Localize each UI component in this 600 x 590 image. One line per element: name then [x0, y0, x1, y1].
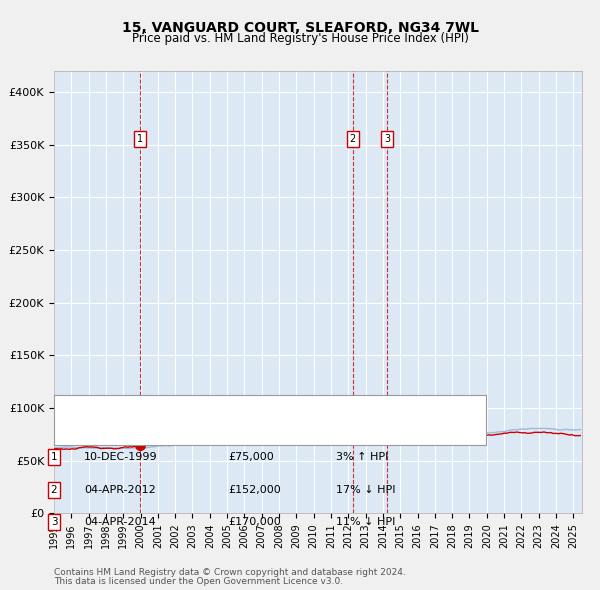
Text: 3% ↑ HPI: 3% ↑ HPI [336, 453, 388, 462]
Text: £152,000: £152,000 [228, 485, 281, 494]
Text: 11% ↓ HPI: 11% ↓ HPI [336, 517, 395, 527]
Text: Contains HM Land Registry data © Crown copyright and database right 2024.: Contains HM Land Registry data © Crown c… [54, 568, 406, 577]
Text: 1: 1 [137, 135, 143, 145]
Text: £75,000: £75,000 [228, 453, 274, 462]
Text: 10-DEC-1999: 10-DEC-1999 [84, 453, 158, 462]
Text: 2: 2 [50, 485, 58, 494]
Text: 1: 1 [50, 453, 58, 462]
Text: 04-APR-2014: 04-APR-2014 [84, 517, 156, 527]
Text: 17% ↓ HPI: 17% ↓ HPI [336, 485, 395, 494]
Text: 3: 3 [384, 135, 391, 145]
Text: HPI: Average price, detached house, North Kesteven: HPI: Average price, detached house, Nort… [102, 427, 363, 437]
Text: This data is licensed under the Open Government Licence v3.0.: This data is licensed under the Open Gov… [54, 577, 343, 586]
Text: 2: 2 [349, 135, 356, 145]
Text: Price paid vs. HM Land Registry's House Price Index (HPI): Price paid vs. HM Land Registry's House … [131, 32, 469, 45]
Text: 15, VANGUARD COURT, SLEAFORD, NG34 7WL (detached house): 15, VANGUARD COURT, SLEAFORD, NG34 7WL (… [102, 404, 425, 414]
Text: 3: 3 [50, 517, 58, 527]
Text: 04-APR-2012: 04-APR-2012 [84, 485, 156, 494]
Text: £170,000: £170,000 [228, 517, 281, 527]
Text: 15, VANGUARD COURT, SLEAFORD, NG34 7WL: 15, VANGUARD COURT, SLEAFORD, NG34 7WL [121, 21, 479, 35]
